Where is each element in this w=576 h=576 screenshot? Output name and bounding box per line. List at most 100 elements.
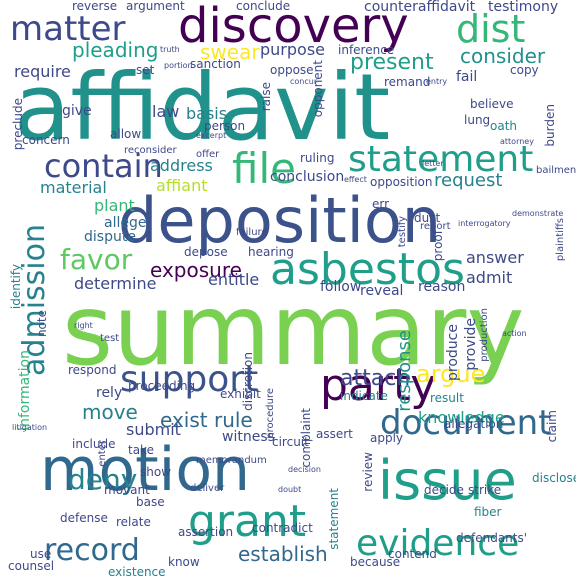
word: conclusion (270, 169, 345, 185)
word: argue (416, 360, 486, 388)
word: exist rule (160, 408, 253, 432)
word: counsel (8, 559, 55, 573)
word: complaint (299, 408, 313, 468)
word: take (128, 443, 154, 457)
word: request (434, 170, 503, 191)
word: submit (126, 420, 181, 439)
word: basis (186, 104, 228, 123)
word: inference (338, 43, 395, 57)
word: answer (466, 248, 524, 267)
word: allegation (444, 417, 504, 431)
word: right (74, 321, 93, 330)
word: base (136, 495, 165, 509)
word: portion (164, 61, 193, 70)
word: favor (60, 243, 133, 276)
word: enter (97, 440, 108, 467)
word: reveal (360, 283, 404, 299)
word: discovery (178, 0, 409, 54)
word: excerpt (196, 131, 227, 140)
word: purpose (260, 40, 325, 59)
word: person (204, 119, 246, 133)
word: entitle (208, 270, 260, 289)
word: attach (340, 366, 411, 391)
word: concern (22, 133, 70, 147)
word: assert (316, 427, 353, 441)
word: copy (510, 63, 539, 77)
word: defense (60, 511, 108, 525)
word: existence (108, 565, 166, 576)
word: show (140, 465, 172, 479)
word: concur (290, 77, 318, 86)
word: contradict (252, 521, 313, 535)
word: opponent (311, 60, 325, 118)
word: allege (104, 215, 147, 231)
word: note (35, 310, 49, 338)
word: fail (456, 69, 478, 85)
word: ruling (300, 151, 335, 165)
word: affiant (156, 176, 208, 195)
word: party (320, 360, 437, 411)
word: give (62, 103, 92, 119)
word: move (82, 400, 138, 424)
word: material (40, 178, 107, 197)
word: identify (9, 264, 23, 310)
word: pleading (72, 38, 159, 62)
word: respond (68, 363, 117, 377)
word: attorney (500, 137, 534, 146)
word: err (372, 197, 390, 211)
word: oath (490, 119, 518, 133)
word: exhibit (220, 387, 261, 401)
word: plant (94, 196, 135, 215)
word: issue (378, 449, 517, 512)
word: dust (414, 211, 441, 225)
word: document (380, 403, 552, 443)
word: test (100, 333, 120, 344)
word: sanction (190, 57, 241, 71)
word: letter (422, 159, 444, 168)
word: dist (456, 7, 526, 51)
word: information (17, 350, 33, 431)
word: report (420, 221, 451, 232)
word: proceeding (128, 379, 196, 393)
word: defendants' (456, 531, 528, 545)
word: raise (259, 82, 273, 112)
word: deposition (118, 184, 442, 257)
word: set (136, 63, 155, 77)
word: response (394, 330, 415, 412)
word: evidence (356, 523, 520, 564)
word: grant (188, 496, 307, 547)
word: production (479, 308, 490, 362)
word: because (350, 555, 401, 569)
word: contain (44, 147, 163, 185)
word: deliver (190, 483, 225, 494)
word: apply (370, 431, 404, 445)
word: statement (348, 139, 534, 180)
word: relate (116, 515, 151, 529)
word: strike (468, 483, 502, 497)
word: statement (327, 488, 341, 550)
word: procedure (265, 388, 276, 439)
word: provide (463, 318, 479, 371)
word: demonstrate (512, 209, 564, 218)
word: reason (418, 279, 466, 295)
word: law (152, 102, 180, 121)
word: disclose (532, 471, 576, 485)
word: lung (464, 113, 491, 127)
word: support (120, 359, 259, 400)
word: hearing (248, 245, 294, 259)
word: establish (238, 542, 328, 566)
word: affidavit (14, 54, 391, 161)
word: indicate (340, 389, 388, 403)
word: deny (68, 463, 138, 496)
word: preclude (11, 98, 25, 151)
word: conclude (236, 0, 291, 13)
word: reconsider (124, 145, 177, 156)
word: oppose (270, 63, 314, 77)
word: offer (196, 149, 220, 160)
word: address (150, 156, 213, 175)
word: require (14, 62, 71, 81)
word: present (350, 50, 434, 75)
word: depose (184, 245, 228, 259)
word: opposition (370, 175, 433, 189)
